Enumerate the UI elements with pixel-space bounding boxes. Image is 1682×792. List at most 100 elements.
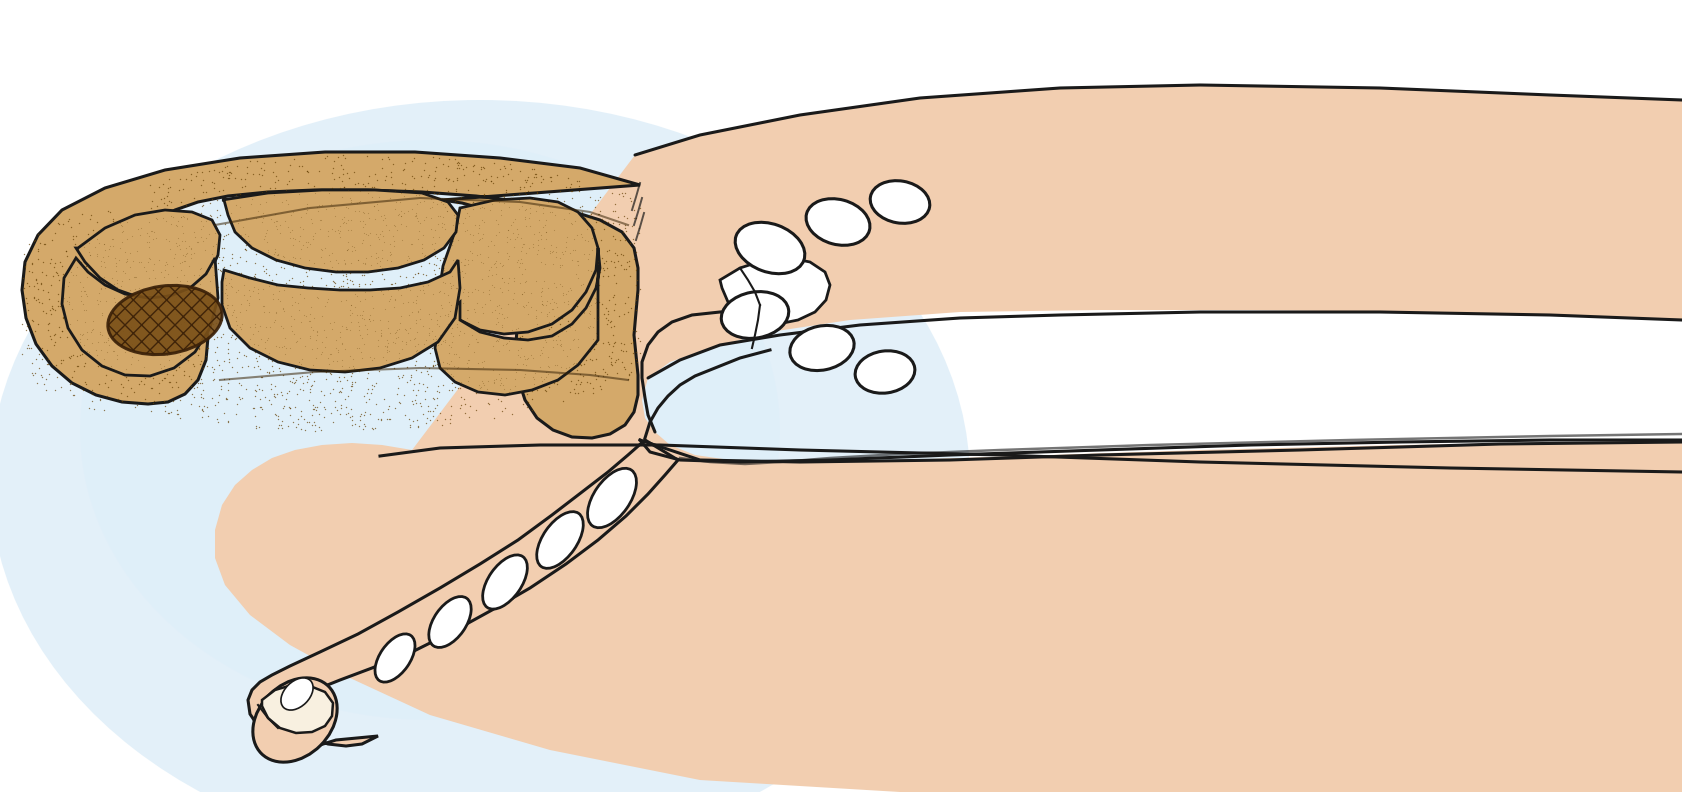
Point <box>474 383 501 396</box>
Point <box>454 207 481 219</box>
Point <box>402 317 429 329</box>
Point <box>397 238 424 250</box>
Point <box>57 318 84 330</box>
Point <box>513 203 540 215</box>
Point <box>513 203 540 215</box>
Point <box>187 278 214 291</box>
Point <box>225 213 252 226</box>
Point <box>87 344 114 356</box>
Point <box>405 232 432 245</box>
Point <box>84 293 111 306</box>
Point <box>45 299 72 312</box>
Point <box>542 359 569 371</box>
Point <box>61 232 87 245</box>
Point <box>530 299 557 312</box>
Point <box>402 314 429 327</box>
Point <box>589 298 616 310</box>
Point <box>569 375 595 388</box>
Point <box>170 227 197 240</box>
Point <box>336 214 363 227</box>
Point <box>185 400 212 413</box>
Point <box>493 230 520 243</box>
Point <box>224 366 251 379</box>
Point <box>372 174 399 187</box>
Point <box>146 358 173 371</box>
Point <box>19 314 45 326</box>
Point <box>313 373 340 386</box>
Point <box>437 400 464 413</box>
Point <box>167 324 193 337</box>
Point <box>419 405 446 417</box>
Point <box>461 346 488 359</box>
Point <box>552 245 579 257</box>
Point <box>98 317 124 329</box>
Point <box>617 357 644 370</box>
Point <box>249 211 276 224</box>
Point <box>304 201 331 214</box>
Point <box>108 387 135 400</box>
Point <box>357 308 383 321</box>
Point <box>49 353 76 366</box>
Point <box>133 265 160 277</box>
Point <box>119 351 146 364</box>
Point <box>94 334 121 347</box>
Point <box>262 314 289 326</box>
Point <box>377 326 404 339</box>
Point <box>424 314 451 327</box>
Point <box>153 290 180 303</box>
Point <box>442 173 469 186</box>
Point <box>37 329 64 342</box>
Point <box>234 360 261 372</box>
Point <box>486 374 513 386</box>
Point <box>249 383 276 396</box>
Point <box>109 227 136 239</box>
Point <box>256 347 283 360</box>
Point <box>599 340 626 352</box>
Point <box>607 337 634 350</box>
Point <box>207 265 234 278</box>
Point <box>575 264 602 276</box>
Point <box>521 275 548 287</box>
Point <box>542 208 569 221</box>
Point <box>476 204 503 216</box>
Point <box>525 234 552 246</box>
Point <box>328 360 355 372</box>
Point <box>543 297 570 310</box>
Point <box>471 298 498 310</box>
Point <box>143 288 170 301</box>
Point <box>276 400 303 413</box>
Point <box>288 362 315 375</box>
Point <box>72 378 99 390</box>
Point <box>116 291 143 304</box>
Point <box>304 205 331 218</box>
Point <box>294 166 321 179</box>
Point <box>87 283 114 295</box>
Point <box>230 289 257 302</box>
Point <box>372 169 399 182</box>
Point <box>76 249 103 261</box>
Point <box>301 180 328 192</box>
Point <box>288 357 315 370</box>
Point <box>56 295 82 308</box>
Point <box>106 217 133 230</box>
Point <box>303 341 330 354</box>
Point <box>267 365 294 378</box>
Point <box>553 362 580 375</box>
Point <box>594 307 621 320</box>
Point <box>145 377 172 390</box>
Point <box>363 247 390 260</box>
Point <box>72 259 99 272</box>
Point <box>52 245 79 257</box>
Point <box>469 272 496 285</box>
Point <box>259 354 286 367</box>
Point <box>45 321 72 333</box>
Point <box>13 320 40 333</box>
Point <box>114 255 141 268</box>
Point <box>341 417 368 430</box>
Point <box>19 356 45 369</box>
Point <box>336 257 363 269</box>
Point <box>150 192 177 205</box>
Point <box>288 276 315 289</box>
Point <box>412 268 439 281</box>
Point <box>547 252 574 265</box>
